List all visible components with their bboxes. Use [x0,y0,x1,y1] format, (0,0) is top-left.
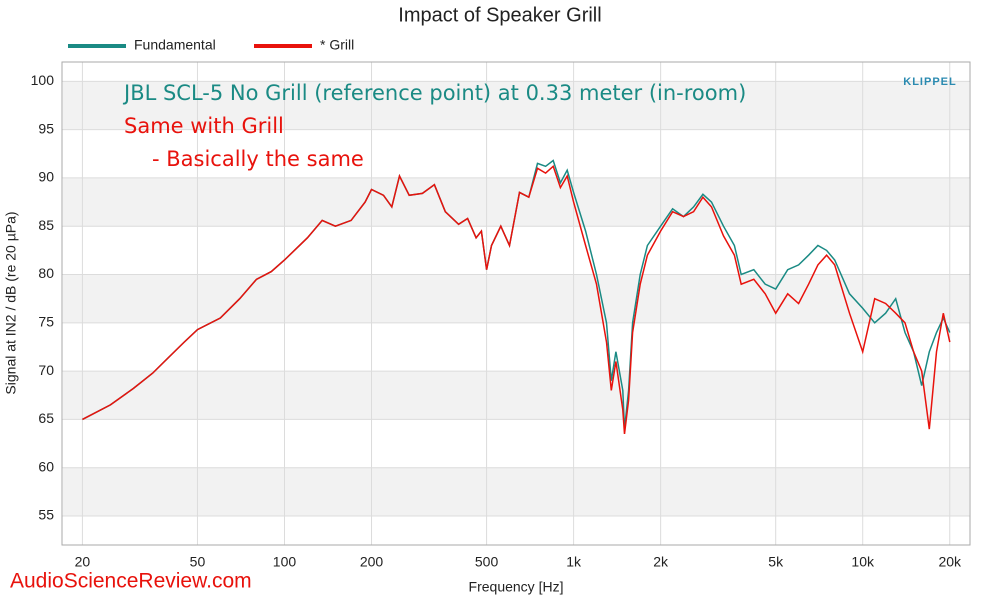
watermark: AudioScienceReview.com [10,570,252,593]
y-tick-label: 90 [38,169,54,185]
y-tick-label: 70 [38,362,54,378]
x-tick-label: 10k [851,554,875,570]
annotation: - Basically the same [152,147,364,171]
x-axis-label: Frequency [Hz] [469,579,564,595]
y-tick-label: 80 [38,265,54,281]
grid-band [63,371,969,420]
y-tick-label: 55 [38,507,54,523]
grid-band [63,274,969,323]
y-tick-label: 75 [38,314,54,330]
y-tick-label: 60 [38,458,54,474]
legend-label: Fundamental [134,37,216,53]
grid-band [63,177,969,227]
y-tick-label: 100 [31,72,55,88]
x-tick-label: 200 [360,554,384,570]
logo: KLIPPEL [903,76,956,88]
x-tick-label: 50 [190,554,206,570]
x-tick-label: 1k [566,554,582,570]
x-tick-label: 100 [273,554,297,570]
annotation: JBL SCL-5 No Grill (reference point) at … [122,81,746,105]
x-tick-label: 20 [75,554,91,570]
grid-band [63,81,969,130]
annotation: Same with Grill [124,114,284,138]
plot-frame [61,61,971,546]
y-tick-label: 85 [38,217,54,233]
x-tick-label: 5k [768,554,784,570]
y-tick-label: 65 [38,410,54,426]
grid-band [63,467,969,517]
legend-label: * Grill [320,37,354,53]
x-tick-label: 20k [938,554,962,570]
y-tick-label: 95 [38,120,54,136]
x-tick-label: 500 [475,554,499,570]
chart-title: Impact of Speaker Grill [398,4,601,26]
y-axis-label: Signal at IN2 / dB (re 20 µPa) [3,211,19,394]
series-line [82,164,951,434]
x-tick-label: 2k [653,554,669,570]
